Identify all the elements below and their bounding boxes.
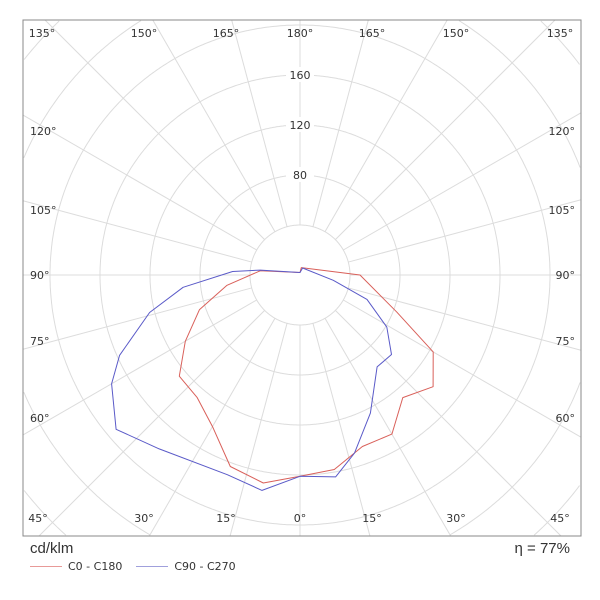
angle-label: 45° — [28, 512, 48, 525]
legend-label: C0 - C180 — [68, 560, 123, 573]
legend-swatch-red — [30, 565, 62, 568]
radial-line — [38, 310, 265, 537]
angle-label: 45° — [550, 512, 570, 525]
radial-tick-label: 80 — [293, 169, 307, 182]
radial-line — [335, 310, 562, 537]
angle-label: 30° — [446, 512, 466, 525]
tick-label-bg — [286, 117, 314, 132]
angle-label: 135° — [547, 27, 574, 40]
curves — [111, 267, 434, 491]
unit-label: cd/klm — [30, 540, 74, 557]
angle-label: 150° — [443, 27, 470, 40]
tick-label-bg — [286, 167, 314, 182]
angle-label: 75° — [30, 335, 50, 348]
angle-label: 90° — [30, 269, 50, 282]
tick-label-bg — [286, 67, 314, 82]
radial-line — [343, 299, 582, 438]
angle-label: 165° — [213, 27, 240, 40]
legend-swatch-blue — [136, 565, 169, 568]
angle-label: 15° — [216, 512, 236, 525]
radial-line — [343, 112, 582, 251]
radial-line — [148, 318, 276, 537]
angle-label: 75° — [556, 335, 576, 348]
radial-line — [312, 19, 369, 227]
radial-line — [22, 299, 257, 436]
efficiency-label: η = 77% — [514, 540, 570, 557]
axis-labels: 80 120 160 45° 30° 15° 0° 15° 30° 45° 135° 150° 165°… — [28, 27, 575, 525]
legend: C0 - C180 C90 - C270 — [30, 560, 236, 573]
angle-label: 165° — [359, 27, 386, 40]
ring-40 — [249, 224, 351, 326]
radial-line — [22, 287, 252, 350]
radial-line — [324, 19, 448, 232]
angle-label: 90° — [556, 269, 576, 282]
radial-line — [22, 114, 257, 251]
radial-line — [22, 200, 252, 263]
radial-line — [312, 323, 371, 537]
angle-label: 135° — [29, 27, 56, 40]
curve-c90-c270 — [111, 267, 392, 491]
legend-label: C90 - C270 — [174, 560, 236, 573]
chart-frame — [22, 19, 582, 537]
angle-label: 180° — [287, 27, 314, 40]
angle-label: 60° — [556, 412, 576, 425]
radial-tick-label: 120 — [290, 119, 311, 132]
radial-tick-label: 160 — [290, 69, 311, 82]
radial-line — [229, 323, 288, 537]
angle-label: 120° — [549, 125, 576, 138]
angle-label: 105° — [549, 204, 576, 217]
ring-240 — [23, 20, 581, 536]
angle-label: 150° — [131, 27, 158, 40]
radial-line — [348, 199, 582, 263]
legend-item-c90-c270: C90 - C270 — [136, 560, 236, 573]
angle-label: 105° — [30, 204, 57, 217]
radial-line — [324, 318, 452, 537]
radial-line — [152, 19, 276, 232]
radial-line — [335, 19, 556, 240]
ring-280 — [23, 20, 580, 536]
angle-label: 30° — [134, 512, 154, 525]
angle-label: 60° — [30, 412, 50, 425]
radial-line — [231, 19, 288, 227]
radial-line — [44, 19, 265, 240]
polar-grid — [22, 19, 582, 537]
angle-label: 15° — [362, 512, 382, 525]
radial-line — [348, 287, 582, 351]
angle-label: 0° — [294, 512, 307, 525]
angle-label: 120° — [30, 125, 57, 138]
legend-item-c0-c180: C0 - C180 — [30, 560, 122, 573]
